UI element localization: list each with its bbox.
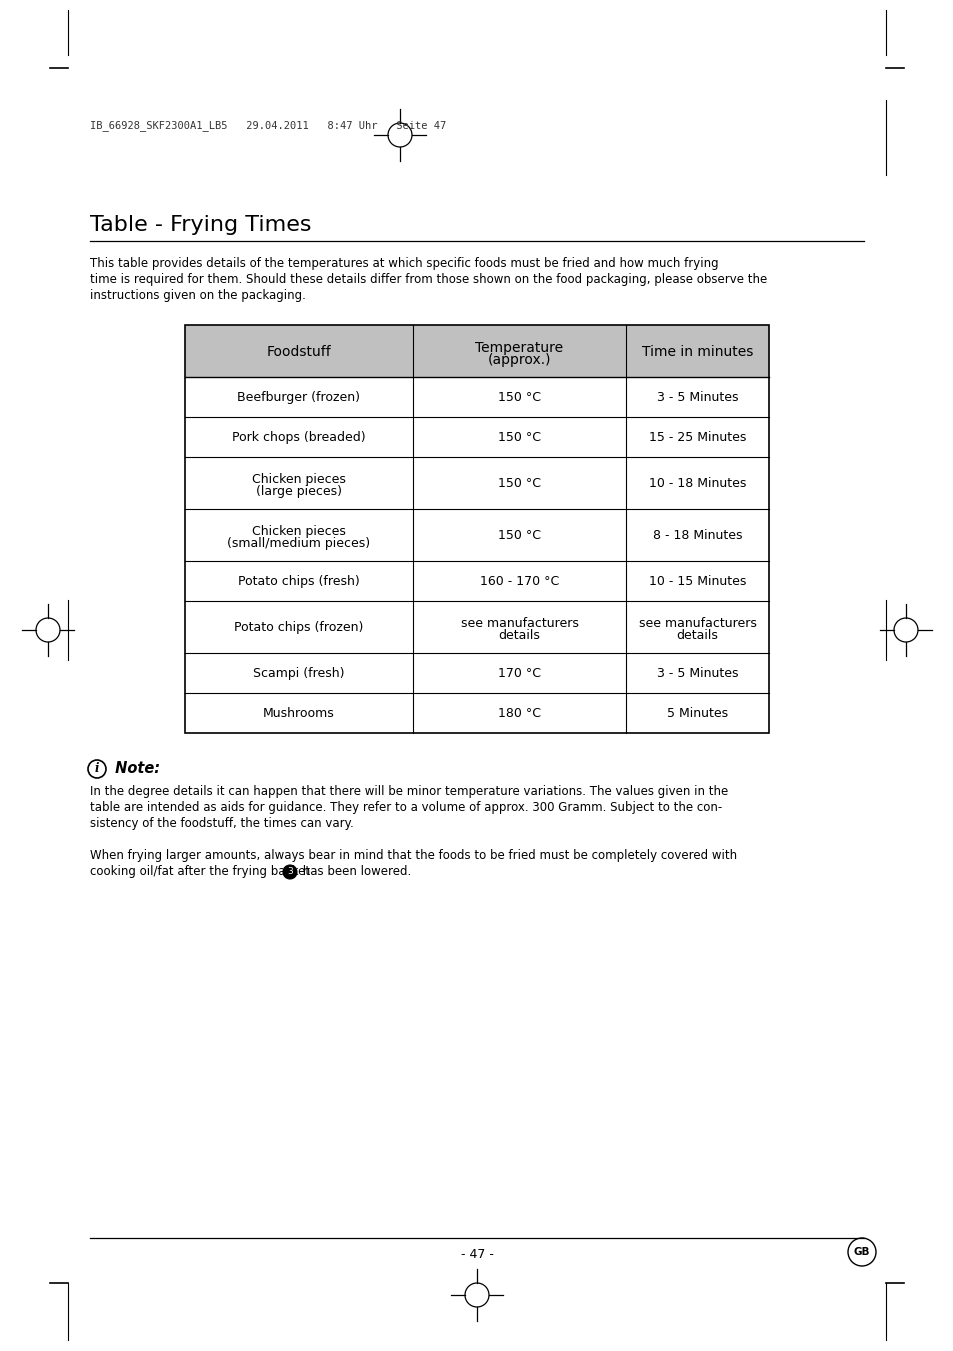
Text: details: details [676,630,718,642]
Text: Scampi (fresh): Scampi (fresh) [253,667,344,680]
Text: 150 °C: 150 °C [497,477,540,490]
Bar [185,457,768,509]
Text: 180 °C: 180 °C [497,707,540,720]
Text: 3 - 5 Minutes: 3 - 5 Minutes [656,390,738,404]
Text: time is required for them. Should these details differ from those shown on the f: time is required for them. Should these … [90,273,766,286]
Text: (large pieces): (large pieces) [255,485,341,499]
Bar [185,417,768,457]
Text: 3 - 5 Minutes: 3 - 5 Minutes [656,667,738,680]
Bar [185,653,768,693]
Text: IB_66928_SKF2300A1_LB5   29.04.2011   8:47 Uhr   Seite 47: IB_66928_SKF2300A1_LB5 29.04.2011 8:47 U… [90,120,446,131]
Text: see manufacturers: see manufacturers [460,617,578,630]
Text: Chicken pieces: Chicken pieces [252,473,346,486]
Text: (small/medium pieces): (small/medium pieces) [227,536,370,550]
Text: 150 °C: 150 °C [497,530,540,542]
Text: 8 - 18 Minutes: 8 - 18 Minutes [652,530,741,542]
Text: GB: GB [853,1247,869,1256]
Text: see manufacturers: see manufacturers [638,617,756,630]
Text: Temperature: Temperature [475,340,563,355]
Text: Potato chips (fresh): Potato chips (fresh) [238,576,359,588]
Text: details: details [498,630,539,642]
Text: Mushrooms: Mushrooms [263,707,335,720]
Text: sistency of the foodstuff, the times can vary.: sistency of the foodstuff, the times can… [90,817,354,830]
Bar [185,693,768,734]
Text: has been lowered.: has been lowered. [298,865,411,878]
Text: In the degree details it can happen that there will be minor temperature variati: In the degree details it can happen that… [90,785,727,798]
Text: Pork chops (breaded): Pork chops (breaded) [232,431,365,444]
Text: instructions given on the packaging.: instructions given on the packaging. [90,289,306,303]
Text: Time in minutes: Time in minutes [641,345,753,359]
Text: When frying larger amounts, always bear in mind that the foods to be fried must : When frying larger amounts, always bear … [90,848,737,862]
Text: Note:: Note: [110,761,160,775]
Text: Beefburger (frozen): Beefburger (frozen) [237,390,360,404]
Bar [185,377,768,417]
Text: i: i [94,762,99,775]
Text: 15 - 25 Minutes: 15 - 25 Minutes [648,431,745,444]
Bar [185,509,768,561]
Text: 150 °C: 150 °C [497,431,540,444]
Bar [185,561,768,601]
Text: 160 - 170 °C: 160 - 170 °C [479,576,558,588]
Text: 10 - 15 Minutes: 10 - 15 Minutes [648,576,745,588]
Text: Potato chips (frozen): Potato chips (frozen) [234,621,363,634]
Text: (approx.): (approx.) [487,353,551,367]
Text: cooking oil/fat after the frying basket: cooking oil/fat after the frying basket [90,865,314,878]
Text: table are intended as aids for guidance. They refer to a volume of approx. 300 G: table are intended as aids for guidance.… [90,801,721,815]
Bar [185,601,768,653]
Text: 3: 3 [287,867,293,877]
Text: 10 - 18 Minutes: 10 - 18 Minutes [648,477,745,490]
Bar [185,326,768,734]
Circle shape [283,865,296,880]
Text: 5 Minutes: 5 Minutes [666,707,727,720]
Text: Table - Frying Times: Table - Frying Times [90,215,312,235]
Text: Foodstuff: Foodstuff [266,345,331,359]
Bar [185,326,768,377]
Text: This table provides details of the temperatures at which specific foods must be : This table provides details of the tempe… [90,257,718,270]
Text: 170 °C: 170 °C [497,667,540,680]
Text: 150 °C: 150 °C [497,390,540,404]
Text: Chicken pieces: Chicken pieces [252,526,346,538]
Text: - 47 -: - 47 - [460,1248,493,1260]
